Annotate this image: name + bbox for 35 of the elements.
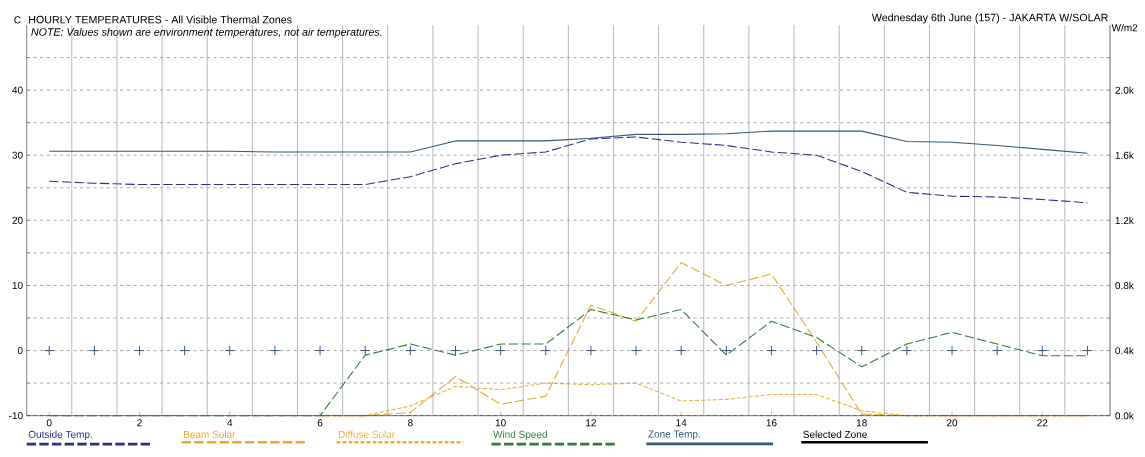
y2-tick-label: 1.6k xyxy=(1115,151,1134,159)
text: Zone Temp. xyxy=(648,430,700,440)
x-tick-label: 10 xyxy=(495,419,506,427)
chart-subtitle: Wednesday 6th June (157) - JAKARTA W/SOLAR xyxy=(871,13,1108,24)
text: Wind Speed xyxy=(493,430,547,440)
y2-tick-label: 0.0k xyxy=(1115,412,1134,420)
x-tick-label: 18 xyxy=(856,419,867,427)
y-tick-label: 30 xyxy=(12,151,23,159)
x-tick-label: 8 xyxy=(408,419,413,427)
y2-tick-label: 2.0k xyxy=(1115,86,1134,94)
chart-title: HOURLY TEMPERATURES - All Visible Thermal Zones xyxy=(29,15,292,24)
x-tick-label: 4 xyxy=(227,419,233,427)
x-tick-label: 2 xyxy=(137,419,142,427)
annotation: NOTE: Values shown are environment temperatures, not air temperatures. xyxy=(31,27,382,38)
y-tick-label: 20 xyxy=(12,216,23,224)
y2-tick-label: 0.4k xyxy=(1115,346,1134,355)
x-tick-label: 16 xyxy=(766,419,777,427)
x-tick-label: 20 xyxy=(946,419,958,427)
y-tick-label: 40 xyxy=(12,86,23,94)
y-tick-label: -10 xyxy=(9,412,23,420)
x-tick-label: 14 xyxy=(676,419,687,427)
text: Beam Solar xyxy=(184,430,236,438)
x-tick-label: 6 xyxy=(317,419,323,427)
x-tick-label: 12 xyxy=(586,419,596,427)
y-axis-title: C xyxy=(14,16,21,24)
x-tick-label: 22 xyxy=(1037,419,1048,427)
y2-tick-label: 0.8k xyxy=(1115,281,1134,290)
series-label: Diffuse Solar xyxy=(338,430,395,438)
x-tick-label: 0 xyxy=(46,419,52,427)
y-tick-label: 0 xyxy=(17,347,23,355)
y2-axis-title: W/m2 xyxy=(1111,24,1138,32)
y-tick-label: 10 xyxy=(12,281,23,289)
y2-tick-label: 1.2k xyxy=(1115,216,1134,224)
text: Outside Temp. xyxy=(28,430,92,440)
legend-label: Selected Zone xyxy=(803,430,867,438)
